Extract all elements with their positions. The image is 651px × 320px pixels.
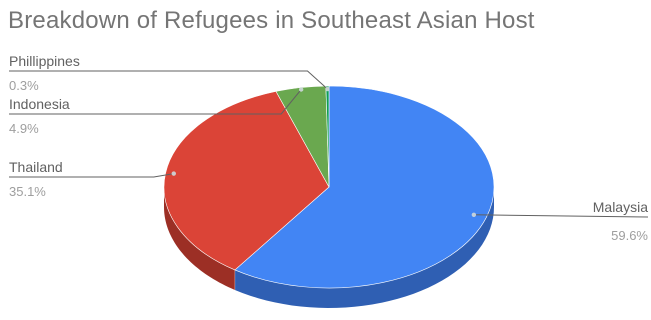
slice-side-thailand — [164, 187, 235, 290]
slice-label-indonesia: Indonesia — [9, 96, 70, 112]
leader-dot-indonesia — [298, 87, 304, 92]
slice-value-phillippines: 0.3% — [9, 78, 39, 93]
slice-value-malaysia: 59.6% — [611, 228, 648, 243]
pie-side-walls — [164, 187, 494, 308]
slice-label-malaysia: Malaysia — [593, 199, 648, 215]
slice-phillippines[interactable] — [325, 85, 330, 188]
leader-line-malaysia — [473, 214, 649, 218]
slice-side-malaysia — [234, 187, 494, 308]
chart-title: Breakdown of Refugees in Southeast Asian… — [8, 7, 535, 34]
pie-top-faces — [163, 85, 495, 289]
leader-line-indonesia — [9, 89, 302, 115]
pie-labels: Malaysia 59.6% Thailand 35.1% Indonesia 4.9% P… — [9, 53, 648, 243]
leader-dot-thailand — [171, 171, 176, 176]
slice-label-phillippines: Phillippines — [9, 53, 80, 69]
slice-label-thailand: Thailand — [9, 159, 63, 175]
leader-line-thailand — [9, 173, 174, 178]
slice-value-indonesia: 4.9% — [9, 121, 39, 136]
leader-dot-phillippines — [325, 86, 330, 92]
leader-line-phillippines — [9, 70, 328, 90]
slice-thailand[interactable] — [163, 91, 330, 271]
slice-value-thailand: 35.1% — [9, 184, 46, 199]
leader-dot-malaysia — [471, 212, 477, 217]
slice-malaysia[interactable] — [234, 85, 495, 289]
